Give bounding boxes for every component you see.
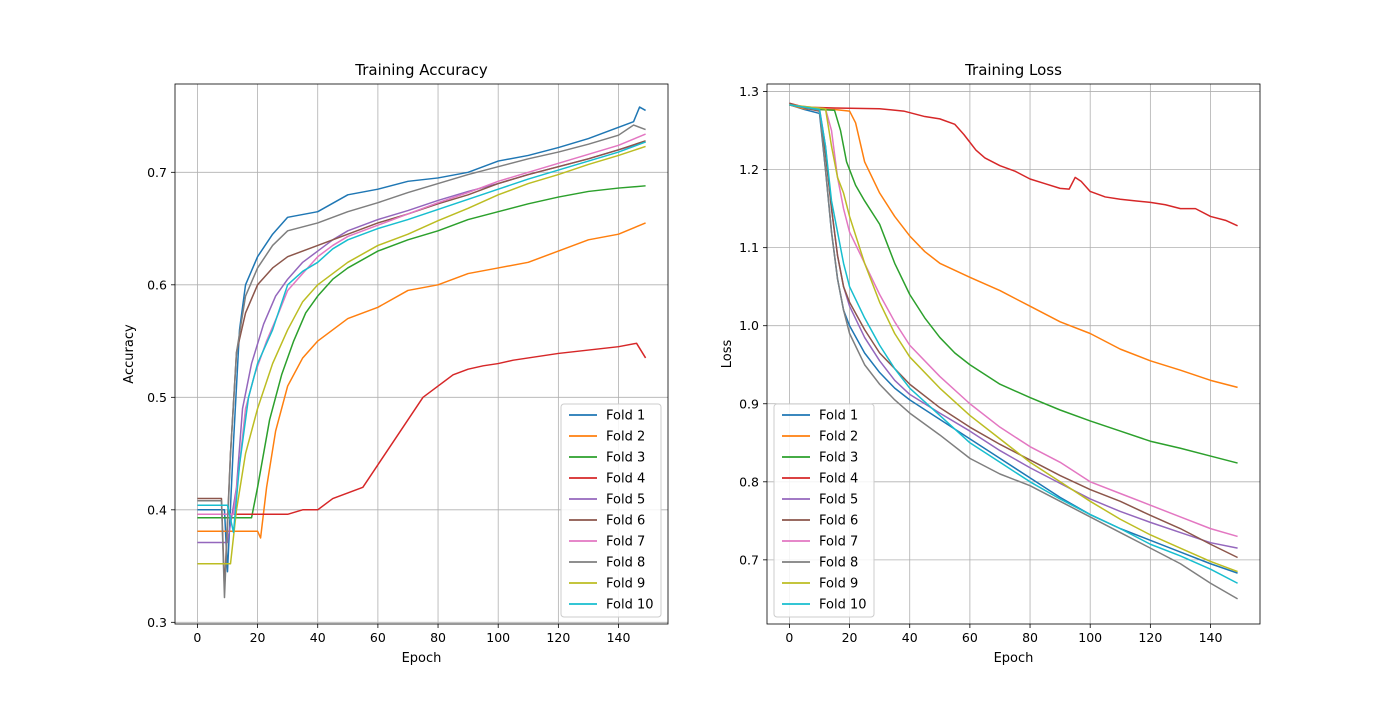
x-tick-label: 120 xyxy=(546,630,570,645)
y-tick-label: 0.9 xyxy=(739,396,759,411)
series-line-fold-4 xyxy=(789,102,1238,227)
series-line-fold-10 xyxy=(197,141,646,534)
x-tick-label: 0 xyxy=(193,630,201,645)
y-axis-label: Accuracy xyxy=(122,324,137,384)
x-tick-label: 60 xyxy=(370,630,386,645)
legend-label-fold-7: Fold 7 xyxy=(819,535,858,550)
y-tick-label: 0.3 xyxy=(147,615,167,630)
x-axis-label: Epoch xyxy=(994,651,1034,666)
series-line-fold-8 xyxy=(789,104,1238,600)
y-tick-label: 1.2 xyxy=(739,162,759,177)
legend: Fold 1 Fold 2 Fold 3 Fold 4 Fold 5 Fold 6 Fold… xyxy=(560,403,662,618)
y-tick-label: 1.1 xyxy=(739,240,759,255)
series-line-fold-9 xyxy=(789,104,1238,573)
x-tick-label: 100 xyxy=(486,630,510,645)
legend-label-fold-1: Fold 1 xyxy=(819,409,858,424)
legend-label-fold-10: Fold 10 xyxy=(606,598,654,613)
legend-label-fold-4: Fold 4 xyxy=(606,472,645,487)
y-tick-label: 0.6 xyxy=(147,277,167,292)
axes-frame xyxy=(766,83,1261,625)
y-tick-label: 0.5 xyxy=(147,390,167,405)
x-tick-label: 20 xyxy=(842,630,858,645)
series-line-fold-10 xyxy=(789,104,1238,584)
series-line-fold-4 xyxy=(197,342,647,516)
x-tick-label: 80 xyxy=(430,630,446,645)
x-tick-label: 120 xyxy=(1138,630,1162,645)
chart-title: Training Loss xyxy=(964,61,1062,79)
y-tick-label: 1.3 xyxy=(739,84,759,99)
legend-label-fold-10: Fold 10 xyxy=(819,598,867,613)
series-line-fold-9 xyxy=(197,145,646,565)
legend-label-fold-5: Fold 5 xyxy=(819,493,858,508)
legend-label-fold-9: Fold 9 xyxy=(606,577,645,592)
y-tick-label: 0.4 xyxy=(147,502,167,517)
series-line-fold-6 xyxy=(789,102,1238,559)
x-tick-label: 20 xyxy=(250,630,266,645)
legend-label-fold-2: Fold 2 xyxy=(819,430,858,445)
y-tick-label: 1.0 xyxy=(739,318,759,333)
chart-panel-1: 0 20 40 60 80 100 120 140 0.3 0.4 0.5 0.6 0.7 Trainin… xyxy=(122,61,669,666)
legend-label-fold-2: Fold 2 xyxy=(606,430,645,445)
x-tick-label: 100 xyxy=(1078,630,1102,645)
series-line-fold-7 xyxy=(789,104,1238,538)
legend-label-fold-3: Fold 3 xyxy=(819,451,858,466)
legend-label-fold-3: Fold 3 xyxy=(606,451,645,466)
series-line-fold-2 xyxy=(789,104,1238,389)
chart-title: Training Accuracy xyxy=(354,61,488,79)
x-axis-label: Epoch xyxy=(402,651,442,666)
x-tick-label: 80 xyxy=(1022,630,1038,645)
y-axis-label: Loss xyxy=(720,340,735,369)
series-line-fold-1 xyxy=(197,106,646,573)
x-tick-label: 40 xyxy=(902,630,918,645)
series-line-fold-3 xyxy=(197,185,646,519)
legend-label-fold-9: Fold 9 xyxy=(819,577,858,592)
x-tick-label: 0 xyxy=(785,630,793,645)
y-tick-label: 0.7 xyxy=(147,165,167,180)
legend-label-fold-6: Fold 6 xyxy=(606,514,645,529)
series-line-fold-2 xyxy=(197,222,646,539)
series-line-fold-8 xyxy=(197,124,646,599)
x-tick-label: 140 xyxy=(1199,630,1223,645)
legend-label-fold-1: Fold 1 xyxy=(606,409,645,424)
series-line-fold-3 xyxy=(789,104,1238,464)
x-tick-label: 60 xyxy=(962,630,978,645)
legend: Fold 1 Fold 2 Fold 3 Fold 4 Fold 5 Fold 6 Fold… xyxy=(773,403,875,618)
x-tick-label: 140 xyxy=(607,630,631,645)
y-tick-label: 0.7 xyxy=(739,552,759,567)
chart-panel-2: 0 20 40 60 80 100 120 140 0.7 0.8 0.9 1.0 1.1 1.2 1.3 T… xyxy=(720,61,1261,666)
legend-label-fold-6: Fold 6 xyxy=(819,514,858,529)
legend-label-fold-8: Fold 8 xyxy=(819,556,858,571)
legend-label-fold-7: Fold 7 xyxy=(606,535,645,550)
axes-frame xyxy=(174,83,669,625)
legend-label-fold-8: Fold 8 xyxy=(606,556,645,571)
y-tick-label: 0.8 xyxy=(739,474,759,489)
legend-label-fold-4: Fold 4 xyxy=(819,472,858,487)
x-tick-label: 40 xyxy=(310,630,326,645)
legend-label-fold-5: Fold 5 xyxy=(606,493,645,508)
